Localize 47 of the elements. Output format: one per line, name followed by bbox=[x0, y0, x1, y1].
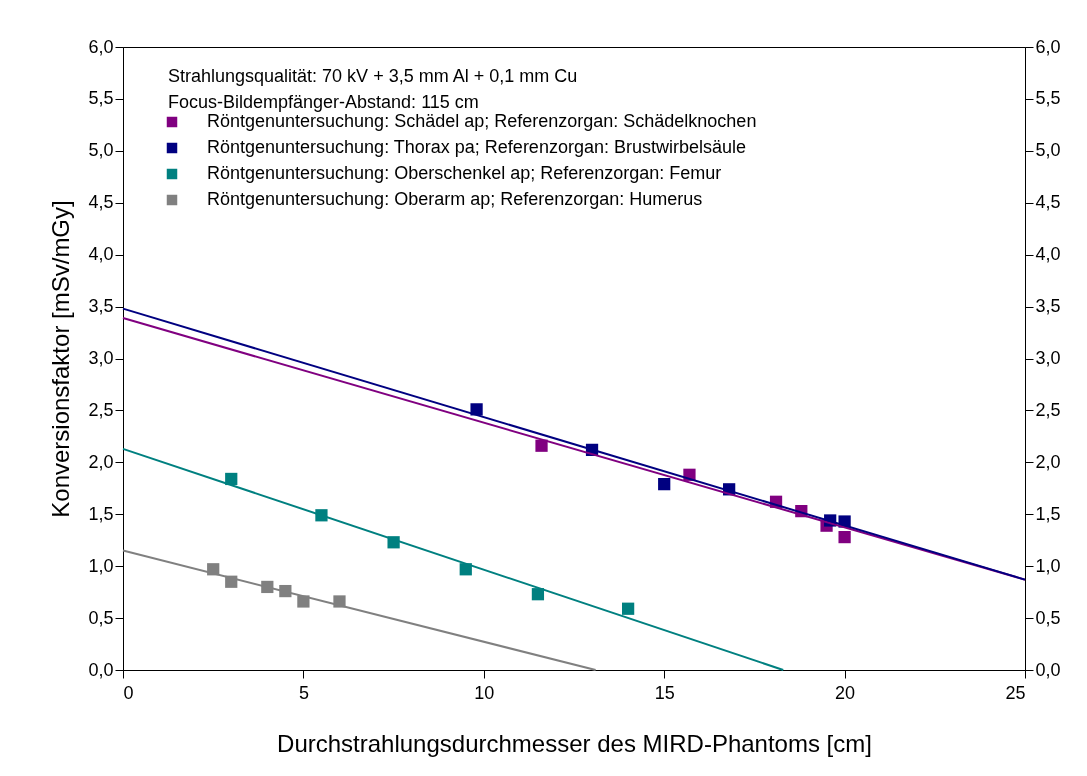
y-tick-label: 5,5 bbox=[88, 88, 114, 109]
y-tick-label: 0,0 bbox=[88, 659, 114, 680]
y2-tick-label: 4,0 bbox=[1035, 244, 1061, 265]
point bbox=[535, 439, 548, 452]
y-tick-label: 3,5 bbox=[88, 296, 114, 317]
y-axis-title: Konversionsfaktor [mSv/mGy] bbox=[47, 200, 75, 518]
x-tick-label: 5 bbox=[298, 682, 309, 703]
y2-tick-label: 3,0 bbox=[1035, 348, 1061, 368]
point bbox=[658, 478, 671, 491]
legend-label: Röntgenuntersuchung: Oberschenkel ap; Referenzorgan: Femur bbox=[207, 163, 722, 183]
y2-tick-label: 3,5 bbox=[1035, 296, 1061, 317]
x-axis-title: Durchstrahlungsdurchmesser des MIRD-Phantoms [cm] bbox=[277, 729, 872, 757]
y2-tick-label: 0,5 bbox=[1035, 607, 1061, 628]
point bbox=[297, 595, 310, 608]
legend-label: Röntgenuntersuchung: Oberarm ap; Referenzorgan: Humerus bbox=[207, 189, 703, 209]
y-tick-label: 3,0 bbox=[88, 348, 114, 368]
x-tick-label: 25 bbox=[1005, 682, 1026, 703]
y2-tick-label: 1,5 bbox=[1035, 503, 1061, 524]
x-tick-label: 10 bbox=[474, 682, 495, 703]
point bbox=[838, 530, 851, 544]
point bbox=[470, 403, 483, 416]
annotation: Strahlungsqualität: 70 kV + 3,5 mm Al + 0,1 mm Cu bbox=[168, 66, 578, 86]
y-tick-label: 0,5 bbox=[88, 607, 114, 628]
y2-tick-label: 4,5 bbox=[1035, 192, 1061, 213]
y-tick-label: 1,5 bbox=[88, 503, 114, 524]
y2-tick-label: 6,0 bbox=[1035, 36, 1061, 57]
y2-tick-label: 2,5 bbox=[1035, 399, 1061, 420]
y-tick-label: 4,0 bbox=[88, 244, 114, 265]
x-tick-label: 15 bbox=[654, 682, 675, 703]
y-tick-label: 6,0 bbox=[88, 36, 114, 57]
y2-tick-label: 1,0 bbox=[1035, 555, 1061, 576]
y-tick-label: 4,5 bbox=[88, 192, 114, 213]
y2-tick-label: 5,0 bbox=[1035, 140, 1061, 161]
y2-tick-label: 5,5 bbox=[1035, 88, 1061, 109]
annotation: Focus-Bildempfänger-Abstand: 115 cm bbox=[168, 92, 479, 112]
x-tick-label: 0 bbox=[123, 682, 134, 703]
legend-label: Röntgenuntersuchung: Schädel ap; Referenzorgan: Schädelknochen bbox=[207, 111, 757, 131]
y-tick-label: 5,0 bbox=[88, 140, 114, 161]
y-tick-label: 2,0 bbox=[88, 451, 114, 472]
x-tick-label: 20 bbox=[835, 682, 856, 703]
y-tick-label: 2,5 bbox=[88, 399, 114, 420]
point bbox=[622, 602, 635, 615]
y-tick-label: 1,0 bbox=[88, 555, 114, 576]
legend-label: Röntgenuntersuchung: Thorax pa; Referenzorgan: Brustwirbelsäule bbox=[207, 137, 746, 157]
y2-tick-label: 0,0 bbox=[1035, 659, 1061, 680]
y2-tick-label: 2,0 bbox=[1035, 451, 1061, 472]
point bbox=[333, 595, 346, 608]
